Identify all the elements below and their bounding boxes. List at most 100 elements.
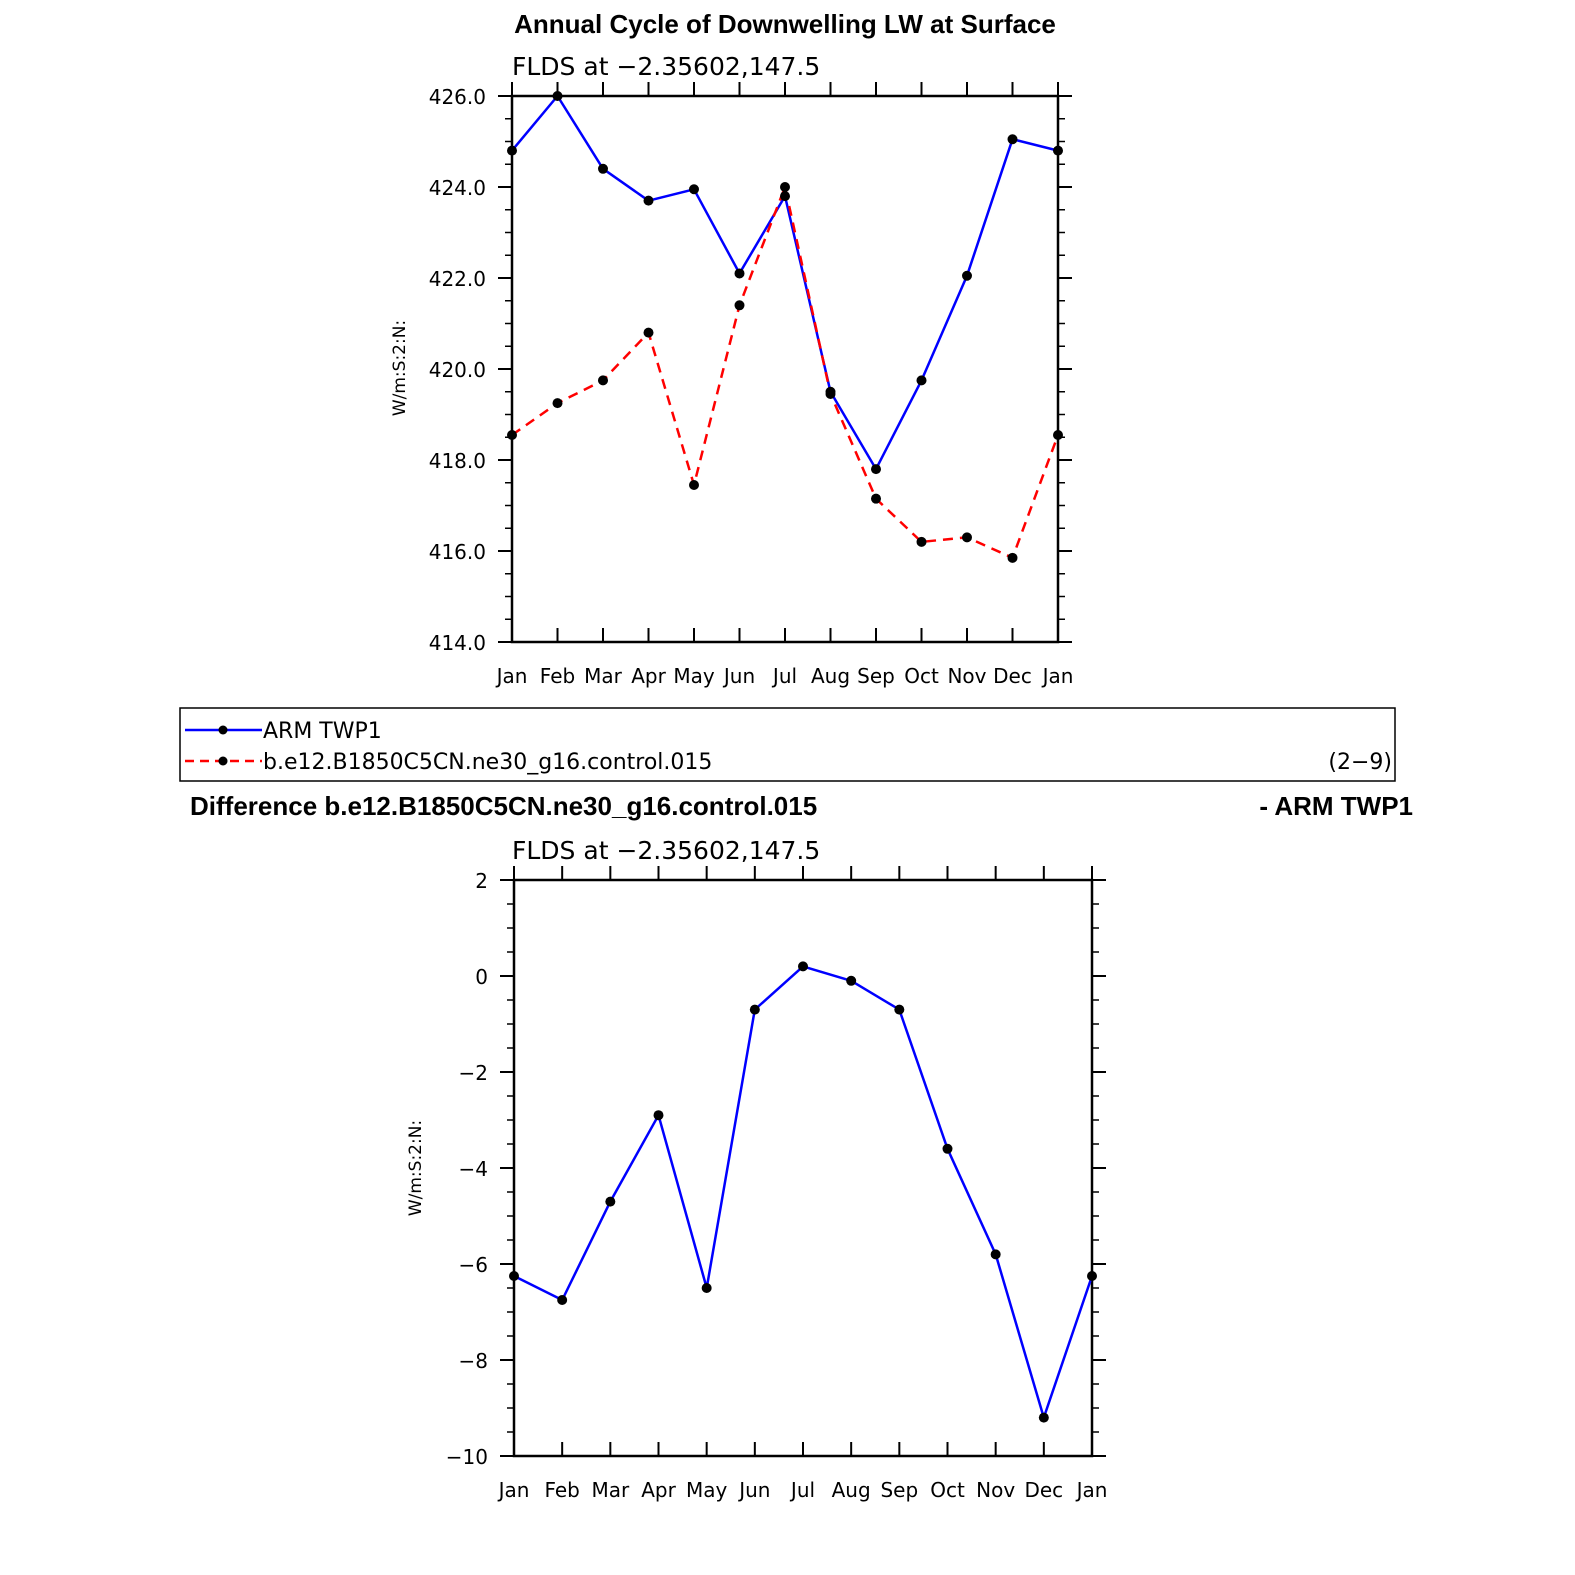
x-tick-label: Dec — [1024, 1478, 1063, 1502]
plot-frame — [510, 94, 1060, 644]
y-axis-label: W/m:S:2:N: — [406, 1120, 426, 1216]
diff-data-point-0 — [605, 1196, 616, 1207]
series-points — [507, 91, 1063, 563]
diff-data-point-0 — [990, 1249, 1001, 1260]
x-tick-label: Oct — [930, 1478, 965, 1502]
diff-data-point-0 — [1038, 1412, 1049, 1423]
axis-ticks: Jan Feb Mar Apr May Jun Jul Aug Sep Oct Nov Dec Jan−… — [446, 866, 1108, 1502]
y-tick-label: −6 — [459, 1253, 488, 1277]
y-axis-label: W/m:S:2:N: — [390, 320, 410, 416]
top-data-point-1 — [780, 182, 790, 192]
x-tick-label: May — [673, 664, 715, 688]
y-tick-label: −10 — [446, 1445, 488, 1469]
diff-data-point-0 — [749, 1004, 760, 1015]
series-points — [509, 961, 1097, 1423]
top-data-point-0 — [643, 195, 654, 206]
top-series-line-1 — [511, 185, 1060, 560]
top-data-point-1 — [689, 480, 699, 491]
y-tick-label: 414.0 — [429, 631, 486, 655]
top-data-point-0 — [780, 191, 790, 202]
top-data-point-1 — [871, 493, 881, 504]
top-data-point-0 — [552, 91, 563, 101]
x-tick-label: Nov — [947, 664, 986, 688]
chart-difference: Difference b.e12.B1850C5CN.ne30_g16.cont… — [190, 791, 1413, 1502]
top-data-point-1 — [962, 532, 972, 543]
y-tick-label: 420.0 — [429, 358, 486, 382]
legend-marker-arm — [218, 725, 228, 735]
legend-label-arm: ARM TWP1 — [263, 719, 382, 744]
top-data-point-0 — [598, 163, 608, 174]
x-tick-label: Mar — [591, 1478, 630, 1502]
diff-data-point-0 — [1087, 1271, 1097, 1281]
x-tick-label: May — [686, 1478, 728, 1502]
series-lines — [513, 965, 1094, 1419]
x-tick-label: Dec — [993, 664, 1032, 688]
top-data-point-0 — [871, 464, 881, 475]
top-data-point-0 — [916, 375, 927, 386]
x-tick-label: Jul — [771, 664, 797, 688]
top-data-point-1 — [552, 398, 563, 409]
legend-item-model: b.e12.B1850C5CN.ne30_g16.control.015 — [185, 750, 712, 775]
top-data-point-1 — [1007, 552, 1018, 563]
diff-data-point-0 — [509, 1271, 519, 1281]
top-data-point-1 — [1053, 429, 1063, 440]
x-tick-label: Apr — [631, 664, 666, 688]
chart-subtitle: FLDS at −2.35602,147.5 — [512, 836, 820, 865]
y-tick-label: 416.0 — [429, 540, 486, 564]
x-tick-label: Sep — [857, 664, 895, 688]
diff-data-point-0 — [894, 1004, 905, 1015]
top-data-point-1 — [734, 300, 745, 311]
y-tick-label: −4 — [459, 1157, 488, 1181]
top-data-point-1 — [916, 536, 927, 547]
legend-label-model: b.e12.B1850C5CN.ne30_g16.control.015 — [263, 750, 712, 775]
x-tick-label: Oct — [904, 664, 939, 688]
x-tick-label: Feb — [540, 664, 575, 688]
x-tick-label: Jul — [789, 1478, 815, 1502]
x-tick-label: Nov — [976, 1478, 1015, 1502]
x-tick-label: Jun — [722, 664, 755, 688]
diff-series-line-0 — [513, 965, 1094, 1419]
chart-title-right: - ARM TWP1 — [1259, 791, 1413, 821]
y-tick-label: 422.0 — [429, 267, 486, 291]
x-tick-label: Mar — [584, 664, 623, 688]
chart-annual-cycle: Annual Cycle of Downwelling LW at Surfac… — [390, 9, 1073, 688]
top-data-point-0 — [507, 145, 517, 156]
diff-data-point-0 — [653, 1110, 664, 1121]
top-data-point-1 — [825, 389, 836, 400]
legend-marker-model — [218, 756, 228, 766]
x-tick-label: Aug — [811, 664, 850, 688]
legend: ARM TWP1 b.e12.B1850C5CN.ne30_g16.contro… — [179, 707, 1396, 782]
x-tick-label: Aug — [832, 1478, 871, 1502]
y-tick-label: 0 — [475, 965, 488, 989]
y-tick-label: 426.0 — [429, 85, 486, 109]
x-tick-label: Jan — [497, 1478, 530, 1502]
y-tick-label: −8 — [459, 1349, 488, 1373]
y-tick-label: 418.0 — [429, 449, 486, 473]
x-tick-label: Jan — [1075, 1478, 1108, 1502]
legend-note: (2−9) — [1328, 750, 1392, 775]
top-data-point-1 — [507, 429, 517, 440]
x-tick-label: Feb — [544, 1478, 579, 1502]
x-tick-label: Jan — [495, 664, 528, 688]
chart-title: Annual Cycle of Downwelling LW at Surfac… — [514, 9, 1056, 39]
x-tick-label: Jun — [737, 1478, 770, 1502]
top-data-point-1 — [598, 375, 608, 386]
x-tick-label: Apr — [641, 1478, 676, 1502]
diff-data-point-0 — [798, 961, 808, 972]
top-data-point-0 — [1053, 145, 1063, 156]
top-data-point-0 — [1007, 134, 1018, 145]
diff-data-point-0 — [846, 975, 857, 986]
x-tick-label: Sep — [880, 1478, 918, 1502]
chart-title-left: Difference b.e12.B1850C5CN.ne30_g16.cont… — [190, 791, 817, 821]
diff-data-point-0 — [557, 1295, 568, 1305]
legend-frame — [179, 707, 1396, 782]
axis-ticks: Jan Feb Mar Apr May Jun Jul Aug Sep Oct Nov Dec Jan 4… — [429, 82, 1074, 688]
top-data-point-0 — [689, 184, 699, 195]
x-tick-label: Jan — [1041, 664, 1074, 688]
chart-subtitle: FLDS at −2.35602,147.5 — [512, 52, 820, 81]
top-data-point-0 — [734, 268, 745, 279]
top-data-point-1 — [643, 327, 654, 338]
series-lines — [511, 94, 1060, 560]
diff-data-point-0 — [942, 1143, 953, 1154]
